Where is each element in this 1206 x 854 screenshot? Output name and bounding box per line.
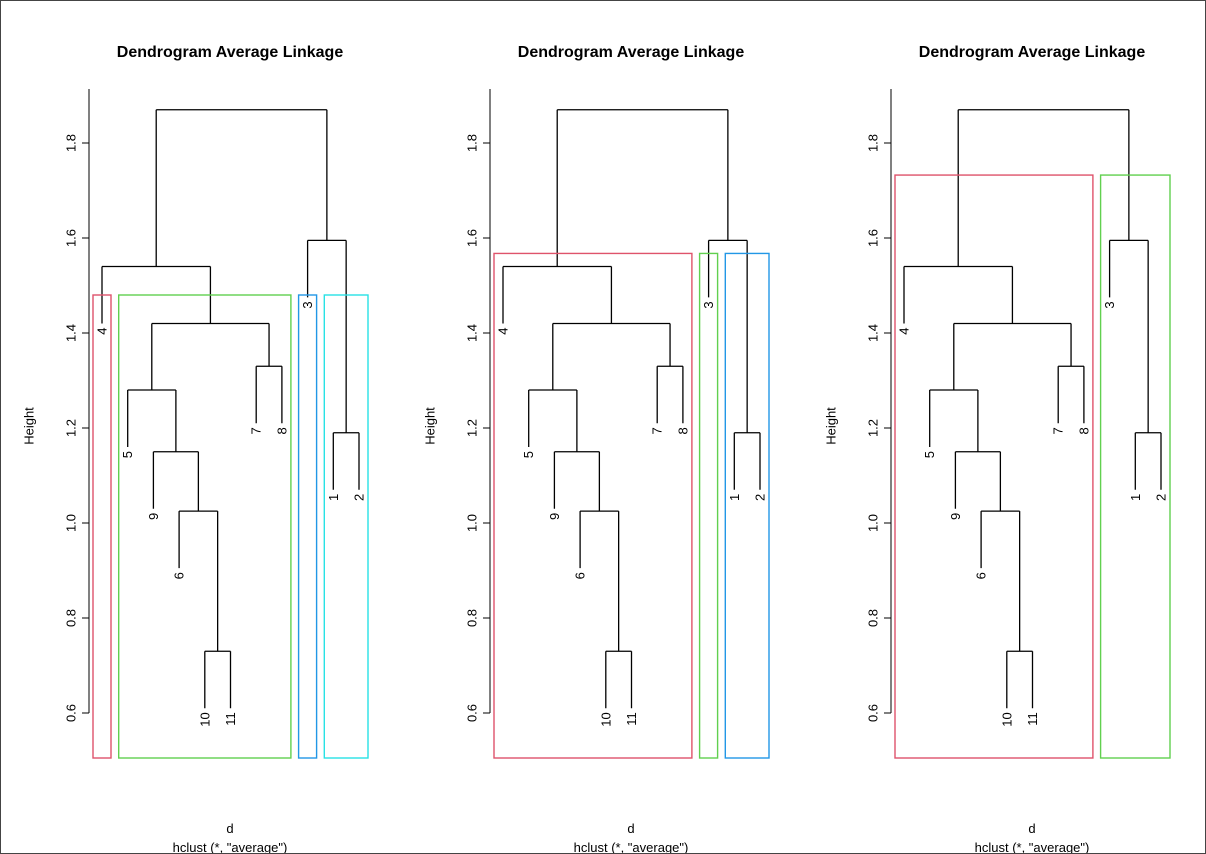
leaf-label: 1 bbox=[727, 494, 742, 501]
y-tick-label: 1.4 bbox=[866, 324, 881, 342]
leaf-label: 4 bbox=[496, 328, 511, 335]
leaf-label: 6 bbox=[974, 572, 989, 579]
chart-subtitle: hclust (*, "average") bbox=[975, 840, 1090, 854]
leaf-label: 7 bbox=[249, 427, 264, 434]
leaf-label: 11 bbox=[223, 712, 238, 726]
y-tick-label: 0.8 bbox=[64, 609, 79, 627]
leaf-label: 3 bbox=[701, 301, 716, 308]
chart-subtitle: hclust (*, "average") bbox=[173, 840, 288, 854]
y-tick-label: 0.6 bbox=[465, 704, 480, 722]
leaf-label: 9 bbox=[547, 513, 562, 520]
leaf-label: 1 bbox=[1128, 494, 1143, 501]
leaf-label: 11 bbox=[1025, 712, 1040, 726]
y-axis-label: Height bbox=[22, 407, 37, 445]
y-tick-label: 0.8 bbox=[465, 609, 480, 627]
chart-title: Dendrogram Average Linkage bbox=[919, 44, 1146, 61]
cluster-rectangle bbox=[724, 252, 770, 759]
leaf-label: 8 bbox=[274, 427, 289, 434]
cluster-rectangle bbox=[493, 252, 693, 759]
cluster-rectangle bbox=[894, 174, 1094, 759]
leaf-label: 7 bbox=[1051, 427, 1066, 434]
x-axis-label: d bbox=[627, 821, 634, 836]
cluster-rectangle bbox=[117, 294, 292, 759]
chart-title: Dendrogram Average Linkage bbox=[518, 44, 745, 61]
leaf-label: 5 bbox=[120, 451, 135, 458]
leaf-label: 2 bbox=[352, 494, 367, 501]
leaf-label: 4 bbox=[897, 328, 912, 335]
x-axis-label: d bbox=[226, 821, 233, 836]
cluster-rectangle bbox=[1099, 174, 1171, 759]
leaf-label: 2 bbox=[753, 494, 768, 501]
leaf-label: 3 bbox=[1102, 301, 1117, 308]
y-tick-label: 1.0 bbox=[866, 514, 881, 532]
y-tick-label: 0.6 bbox=[64, 704, 79, 722]
y-axis-label: Height bbox=[423, 407, 438, 445]
cluster-rectangle bbox=[297, 294, 318, 759]
leaf-label: 10 bbox=[197, 712, 212, 726]
y-tick-label: 1.2 bbox=[866, 419, 881, 437]
dendrogram-panel-2: Dendrogram Average Linkage 0.6 0.8 1.0 1.2 1.… bbox=[423, 44, 770, 854]
y-axis-label: Height bbox=[824, 407, 839, 445]
leaf-label: 4 bbox=[95, 328, 110, 335]
leaf-label: 10 bbox=[598, 712, 613, 726]
dendrogram-panel-3: Dendrogram Average Linkage 0.6 0.8 1.0 1.2 1.… bbox=[824, 44, 1171, 854]
leaf-label: 1 bbox=[326, 494, 341, 501]
y-tick-label: 1.6 bbox=[866, 229, 881, 247]
dendrogram-panel-1: Dendrogram Average Linkage 0.6 0.8 1.0 1.2 1.… bbox=[22, 44, 369, 854]
y-tick-label: 1.8 bbox=[64, 134, 79, 152]
leaf-label: 8 bbox=[675, 427, 690, 434]
y-tick-label: 1.2 bbox=[465, 419, 480, 437]
leaf-label: 5 bbox=[521, 451, 536, 458]
cluster-rectangle bbox=[698, 252, 719, 759]
leaf-label: 2 bbox=[1154, 494, 1169, 501]
cluster-rectangle bbox=[92, 294, 112, 759]
leaf-label: 9 bbox=[948, 513, 963, 520]
leaf-label: 8 bbox=[1076, 427, 1091, 434]
x-axis-label: d bbox=[1028, 821, 1035, 836]
y-tick-label: 1.0 bbox=[465, 514, 480, 532]
leaf-label: 3 bbox=[300, 301, 315, 308]
y-tick-label: 1.0 bbox=[64, 514, 79, 532]
leaf-label: 6 bbox=[573, 572, 588, 579]
cluster-rectangle bbox=[323, 294, 369, 759]
y-tick-label: 1.4 bbox=[465, 324, 480, 342]
y-tick-label: 1.8 bbox=[866, 134, 881, 152]
leaf-label: 7 bbox=[650, 427, 665, 434]
leaf-label: 10 bbox=[999, 712, 1014, 726]
chart-title: Dendrogram Average Linkage bbox=[117, 44, 344, 61]
y-tick-label: 0.8 bbox=[866, 609, 881, 627]
y-tick-label: 1.2 bbox=[64, 419, 79, 437]
leaf-label: 9 bbox=[146, 513, 161, 520]
chart-subtitle: hclust (*, "average") bbox=[574, 840, 689, 854]
leaf-label: 6 bbox=[172, 572, 187, 579]
y-tick-label: 1.6 bbox=[64, 229, 79, 247]
y-tick-label: 1.6 bbox=[465, 229, 480, 247]
y-tick-label: 0.6 bbox=[866, 704, 881, 722]
leaf-label: 5 bbox=[922, 451, 937, 458]
y-tick-label: 1.8 bbox=[465, 134, 480, 152]
leaf-label: 11 bbox=[624, 712, 639, 726]
y-tick-label: 1.4 bbox=[64, 324, 79, 342]
